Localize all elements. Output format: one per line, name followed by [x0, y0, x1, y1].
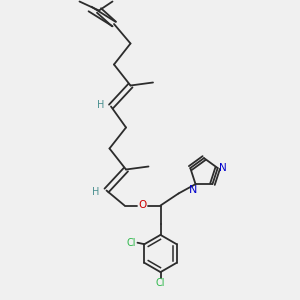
Text: Cl: Cl [156, 278, 165, 289]
Text: N: N [189, 184, 198, 194]
Text: H: H [92, 187, 100, 197]
Text: N: N [219, 163, 227, 173]
Text: Cl: Cl [126, 238, 136, 248]
Text: H: H [97, 100, 104, 110]
Text: O: O [138, 200, 147, 211]
